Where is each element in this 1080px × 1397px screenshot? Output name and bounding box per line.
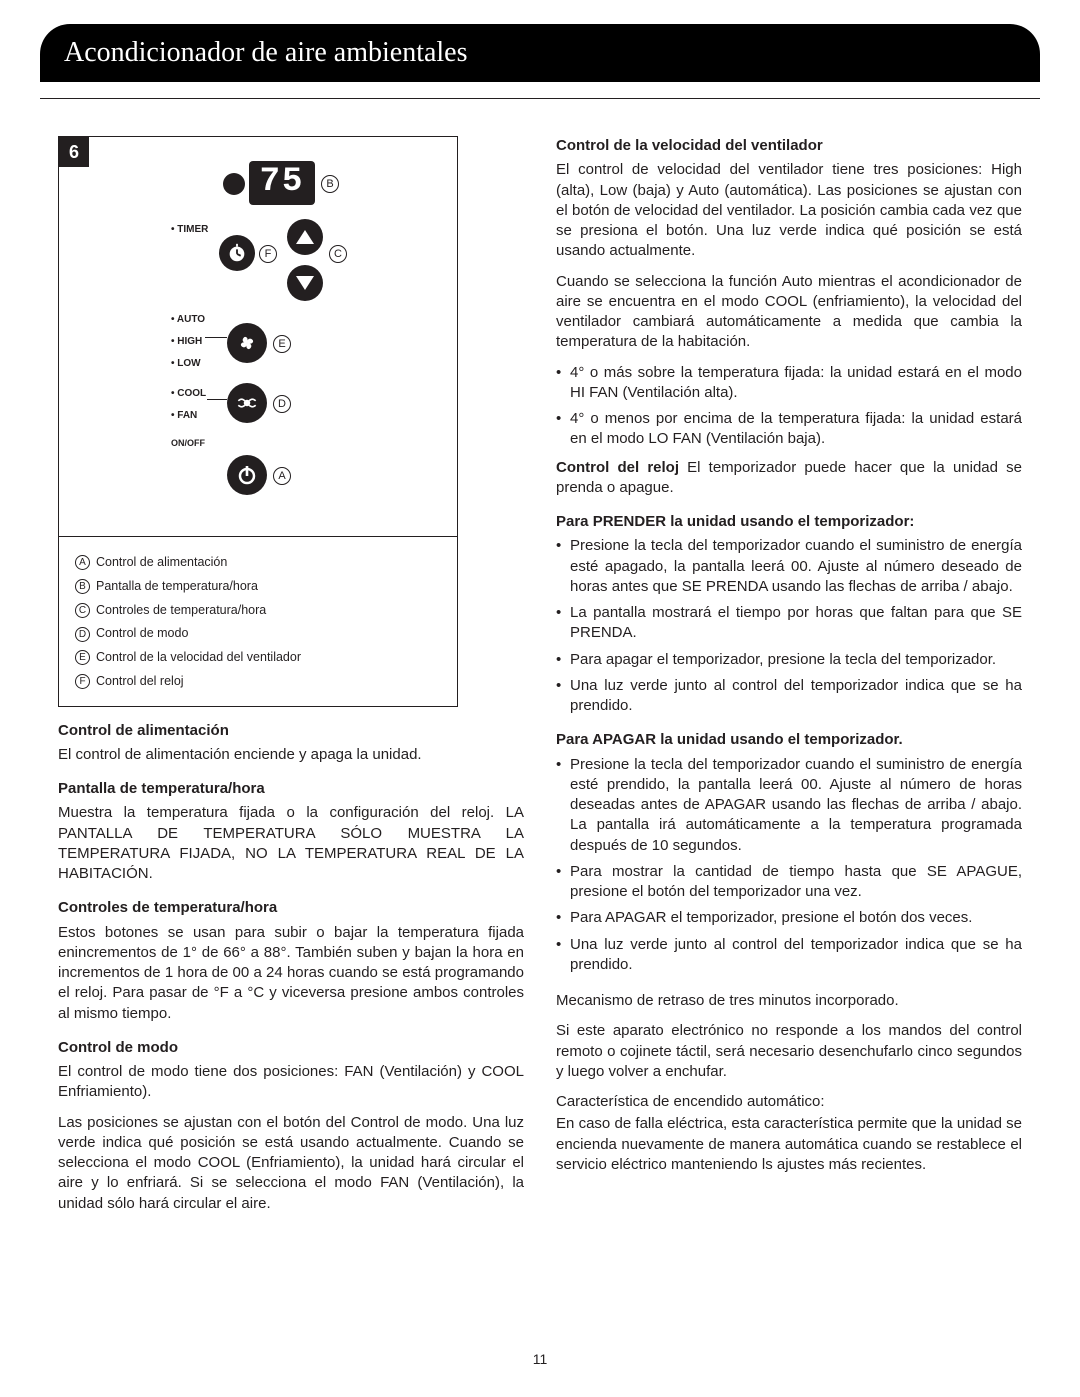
callout-e: E xyxy=(273,335,291,353)
callout-f: F xyxy=(259,245,277,263)
list-item: La pantalla mostrará el tiempo por horas… xyxy=(556,603,1022,644)
paragraph: Muestra la temperatura fijada o la confi… xyxy=(58,803,524,884)
bullet-list: 4° o más sobre la temperatura fijada: la… xyxy=(556,363,1022,450)
leader-line xyxy=(205,337,227,338)
bullet-list: Presione la tecla del temporizador cuand… xyxy=(556,755,1022,976)
paragraph: El control de modo tiene dos posiciones:… xyxy=(58,1062,524,1103)
paragraph: El control de alimentación enciende y ap… xyxy=(58,745,524,765)
legend-row: CControles de temperatura/hora xyxy=(75,599,441,623)
mode-icon xyxy=(227,383,267,423)
figure-6: 6 75 B TIMER F C AUTO HIGH xyxy=(58,136,458,707)
callout-b: B xyxy=(321,175,339,193)
paragraph: Estos botones se usan para subir o bajar… xyxy=(58,923,524,1024)
callout-d: D xyxy=(273,395,291,413)
list-item: Una luz verde junto al control del tempo… xyxy=(556,935,1022,976)
list-item: Para mostrar la cantidad de tiempo hasta… xyxy=(556,862,1022,903)
paragraph: Mecanismo de retraso de tres minutos inc… xyxy=(556,991,1022,1011)
leader-line xyxy=(207,399,227,400)
legend-row: AControl de alimentación xyxy=(75,551,441,575)
page-header: Acondicionador de aire ambientales xyxy=(40,24,1040,82)
legend-row: BPantalla de temperatura/hora xyxy=(75,575,441,599)
temp-up-button xyxy=(287,219,323,255)
temperature-display: 75 xyxy=(249,161,315,205)
label-cool: COOL xyxy=(171,387,206,401)
paragraph: El control de velocidad del ventilador t… xyxy=(556,160,1022,261)
heading: Control de modo xyxy=(58,1038,524,1058)
paragraph: Control del reloj El temporizador puede … xyxy=(556,458,1022,499)
list-item: Presione la tecla del temporizador cuand… xyxy=(556,536,1022,597)
list-item: Una luz verde junto al control del tempo… xyxy=(556,676,1022,717)
list-item: 4° o más sobre la temperatura fijada: la… xyxy=(556,363,1022,404)
label-onoff: ON/OFF xyxy=(171,437,205,449)
paragraph: En caso de falla eléctrica, esta caracte… xyxy=(556,1114,1022,1175)
legend-row: DControl de modo xyxy=(75,622,441,646)
list-item: Para apagar el temporizador, presione la… xyxy=(556,650,1022,670)
left-text: Control de alimentación El control de al… xyxy=(58,721,524,1214)
temp-down-button xyxy=(287,265,323,301)
label-low: LOW xyxy=(171,357,201,371)
page-body: 6 75 B TIMER F C AUTO HIGH xyxy=(58,136,1022,1224)
paragraph: Las posiciones se ajustan con el botón d… xyxy=(58,1113,524,1214)
list-item: 4° o menos por encima de la temperatura … xyxy=(556,409,1022,450)
timer-icon xyxy=(219,235,255,271)
indicator-dot xyxy=(223,173,245,195)
heading: Controles de temperatura/hora xyxy=(58,898,524,918)
label-fan: FAN xyxy=(171,409,197,423)
heading: Para APAGAR la unidad usando el temporiz… xyxy=(556,730,1022,750)
paragraph: Si este aparato electrónico no responde … xyxy=(556,1021,1022,1082)
left-column: 6 75 B TIMER F C AUTO HIGH xyxy=(58,136,524,1224)
label-timer: TIMER xyxy=(171,223,208,237)
right-column: Control de la velocidad del ventilador E… xyxy=(556,136,1022,1224)
heading: Para PRENDER la unidad usando el tempori… xyxy=(556,512,1022,532)
label-high: HIGH xyxy=(171,335,202,349)
page-title: Acondicionador de aire ambientales xyxy=(64,37,468,69)
paragraph: Cuando se selecciona la función Auto mie… xyxy=(556,272,1022,353)
label-auto: AUTO xyxy=(171,313,205,327)
figure-legend: AControl de alimentación BPantalla de te… xyxy=(59,537,457,694)
heading: Control de alimentación xyxy=(58,721,524,741)
paragraph: Característica de encendido automático: xyxy=(556,1092,1022,1112)
callout-a: A xyxy=(273,467,291,485)
page-number: 11 xyxy=(0,1351,1080,1367)
header-divider xyxy=(40,98,1040,99)
list-item: Presione la tecla del temporizador cuand… xyxy=(556,755,1022,856)
legend-row: FControl del reloj xyxy=(75,670,441,694)
callout-c: C xyxy=(329,245,347,263)
heading: Pantalla de temperatura/hora xyxy=(58,779,524,799)
control-panel-diagram: 75 B TIMER F C AUTO HIGH LOW xyxy=(59,137,457,537)
power-icon xyxy=(227,455,267,495)
heading: Control de la velocidad del ventilador xyxy=(556,136,1022,156)
legend-row: EControl de la velocidad del ventilador xyxy=(75,646,441,670)
inline-heading: Control del reloj xyxy=(556,459,679,476)
list-item: Para APAGAR el temporizador, presione el… xyxy=(556,908,1022,928)
bullet-list: Presione la tecla del temporizador cuand… xyxy=(556,536,1022,716)
fan-speed-icon xyxy=(227,323,267,363)
